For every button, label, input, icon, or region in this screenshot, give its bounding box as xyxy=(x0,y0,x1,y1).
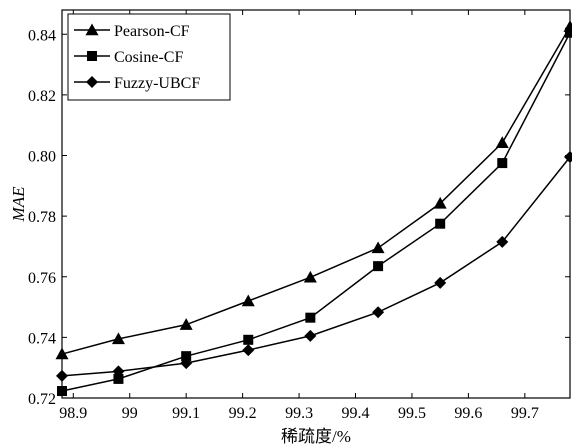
series-layer xyxy=(55,20,572,397)
data-point xyxy=(241,294,255,307)
x-tick-label: 99 xyxy=(122,405,138,422)
y-tick-label: 0.84 xyxy=(28,27,56,44)
axes-frame xyxy=(61,9,571,399)
legend-label: Cosine-CF xyxy=(114,49,183,66)
series-line xyxy=(61,156,571,377)
legend-marker xyxy=(87,51,97,61)
x-tick-label: 99.5 xyxy=(398,405,426,422)
x-tick-label: 99.7 xyxy=(511,405,539,422)
x-tick-label: 99.1 xyxy=(172,405,200,422)
x-tick-label: 98.9 xyxy=(59,405,87,422)
data-point xyxy=(564,151,572,164)
y-tick-label: 0.82 xyxy=(28,88,56,105)
legend-label: Pearson-CF xyxy=(114,23,190,40)
y-ticks: 0.72 0.74 0.76 0.78 0.80 0.82 0.84 xyxy=(28,27,570,408)
series-fuzzy-ubcf xyxy=(56,151,572,382)
data-point xyxy=(56,369,68,382)
x-ticks: 98.9 99 99.1 99.2 99.3 99.4 99.5 99.6 99.7 xyxy=(59,10,539,422)
data-point xyxy=(372,306,385,319)
series-cosine-cf xyxy=(57,27,572,397)
legend-marker xyxy=(85,23,99,36)
plot-frame xyxy=(61,9,571,399)
data-point xyxy=(435,218,446,229)
data-point xyxy=(565,27,572,38)
y-tick-label: 0.80 xyxy=(28,149,56,166)
y-axis-label: MAE xyxy=(9,186,28,223)
data-point xyxy=(496,235,509,248)
data-point xyxy=(242,344,255,357)
data-point xyxy=(111,332,125,345)
y-tick-label: 0.78 xyxy=(28,209,56,226)
data-point xyxy=(113,373,124,384)
legend-label: Fuzzy-UBCF xyxy=(114,75,200,92)
data-point xyxy=(55,347,69,360)
data-point xyxy=(373,261,384,272)
data-point xyxy=(243,334,254,345)
data-point xyxy=(303,270,317,283)
x-tick-label: 99.6 xyxy=(454,405,482,422)
data-point xyxy=(181,351,192,362)
x-tick-label: 99.2 xyxy=(229,405,257,422)
y-tick-label: 0.72 xyxy=(28,391,56,408)
data-point xyxy=(497,158,508,169)
data-point xyxy=(434,276,447,289)
data-point xyxy=(180,357,193,370)
legend: Pearson-CF Cosine-CF Fuzzy-UBCF xyxy=(67,13,231,101)
data-point xyxy=(371,241,385,254)
x-tick-label: 99.3 xyxy=(285,405,313,422)
data-point xyxy=(112,365,125,378)
data-point xyxy=(495,136,509,148)
data-point xyxy=(433,196,447,209)
x-axis-label: 稀疏度/% xyxy=(281,427,351,445)
data-point xyxy=(304,329,317,342)
x-tick-label: 99.4 xyxy=(342,405,370,422)
y-tick-label: 0.74 xyxy=(28,330,56,347)
data-point xyxy=(57,386,67,397)
data-point xyxy=(305,312,316,323)
data-point xyxy=(179,318,193,330)
legend-marker xyxy=(86,76,98,88)
y-tick-label: 0.76 xyxy=(28,270,56,287)
